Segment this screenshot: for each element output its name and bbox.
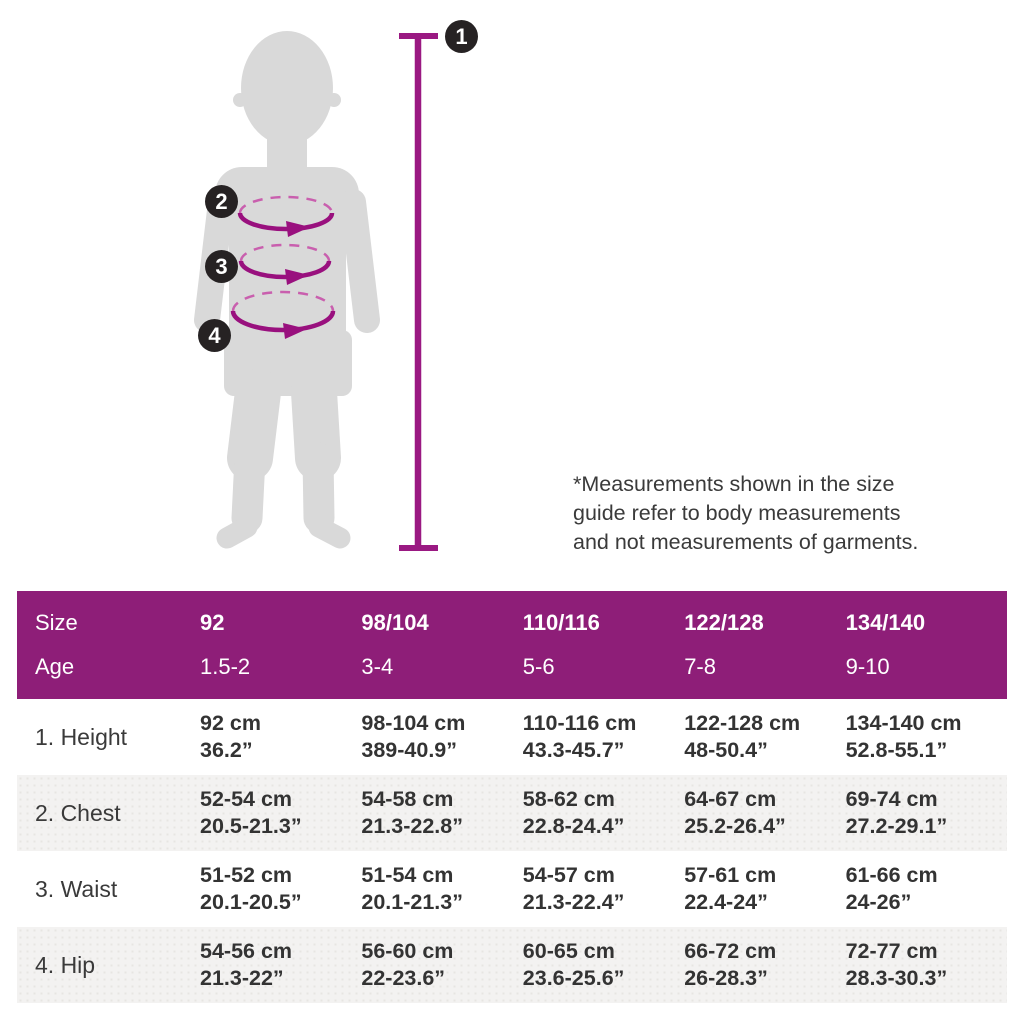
row-label-height: 1. Height (35, 723, 128, 750)
hip-cell-4: 66-72 cm 26-28.3” (684, 939, 777, 990)
chest-cell-3: 58-62 cm 22.8-24.4” (522, 787, 625, 838)
waist-cell-5: 61-66 cm 24-26” (845, 863, 938, 914)
age-col-5: 9-10 (845, 654, 890, 679)
size-table-header: Size 92 98/104 110/116 122/128 134/140 A… (17, 591, 1007, 699)
note-line-2: guide refer to body measurements (573, 501, 901, 525)
row-label-chest: 2. Chest (35, 799, 121, 826)
hip-measure-band (230, 290, 336, 339)
marker-1-label: 1 (455, 23, 468, 49)
marker-2-label: 2 (215, 188, 228, 214)
hip-cell-2: 56-60 cm 22-23.6” (361, 939, 454, 990)
size-col-3: 110/116 (522, 610, 600, 635)
table-row-chest: 2. Chest 52-54 cm 20.5-21.3” 54-58 cm 21… (17, 775, 1007, 851)
age-col-1: 1.5-2 (200, 654, 251, 679)
marker-4-label: 4 (208, 322, 221, 348)
age-col-4: 7-8 (684, 654, 716, 679)
waist-cell-1: 51-52 cm 20.1-20.5” (200, 863, 302, 914)
marker-2-chest: 2 (205, 185, 238, 218)
waist-measure-band (238, 243, 332, 285)
table-row-height: 1. Height 92 cm 36.2” 98-104 cm 389-40.9… (17, 699, 1007, 775)
measurements-note: *Measurements shown in the size guide re… (573, 470, 973, 557)
size-col-5: 134/140 (845, 610, 926, 635)
note-line-3: and not measurements of garments. (573, 530, 919, 554)
marker-4-hip: 4 (198, 319, 231, 352)
child-measurement-diagram (194, 31, 438, 551)
waist-cell-3: 54-57 cm 21.3-22.4” (522, 863, 625, 914)
size-table: Size 92 98/104 110/116 122/128 134/140 A… (17, 591, 1007, 1003)
age-row-label: Age (35, 654, 75, 679)
chest-measure-band (237, 195, 335, 237)
hip-cell-1: 54-56 cm 21.3-22” (200, 939, 293, 990)
waist-cell-2: 51-54 cm 20.1-21.3” (361, 863, 463, 914)
height-measure-line (399, 33, 438, 551)
chest-cell-5: 69-74 cm 27.2-29.1” (845, 787, 948, 838)
chest-cell-1: 52-54 cm 20.5-21.3” (200, 787, 302, 838)
hip-cell-5: 72-77 cm 28.3-30.3” (845, 939, 948, 990)
row-label-waist: 3. Waist (35, 875, 118, 902)
table-row-waist: 3. Waist 51-52 cm 20.1-20.5” 51-54 cm 20… (17, 851, 1007, 927)
header-age-row: Age 1.5-2 3-4 5-6 7-8 9-10 (17, 645, 1007, 689)
size-col-1: 92 (200, 610, 225, 635)
marker-1-height: 1 (445, 20, 478, 53)
height-cell-4: 122-128 cm 48-50.4” (684, 711, 801, 762)
header-size-row: Size 92 98/104 110/116 122/128 134/140 (17, 601, 1007, 645)
marker-3-waist: 3 (205, 250, 238, 283)
height-cell-1: 92 cm 36.2” (200, 711, 261, 762)
waist-cell-4: 57-61 cm 22.4-24” (684, 863, 777, 914)
height-cell-2: 98-104 cm 389-40.9” (361, 711, 466, 762)
height-cell-5: 134-140 cm 52.8-55.1” (845, 711, 962, 762)
note-line-1: *Measurements shown in the size (573, 472, 895, 496)
height-cell-3: 110-116 cm 43.3-45.7” (522, 711, 637, 762)
age-col-3: 5-6 (522, 654, 555, 679)
size-col-2: 98/104 (361, 610, 429, 635)
chest-cell-2: 54-58 cm 21.3-22.8” (361, 787, 463, 838)
size-col-4: 122/128 (684, 610, 764, 635)
age-col-2: 3-4 (361, 654, 394, 679)
hip-cell-3: 60-65 cm 23.6-25.6” (522, 939, 625, 990)
marker-3-label: 3 (215, 253, 228, 279)
row-label-hip: 4. Hip (35, 951, 96, 978)
table-row-hip: 4. Hip 54-56 cm 21.3-22” 56-60 cm 22-23.… (17, 927, 1007, 1003)
size-row-label: Size (35, 610, 78, 635)
chest-cell-4: 64-67 cm 25.2-26.4” (684, 787, 786, 838)
